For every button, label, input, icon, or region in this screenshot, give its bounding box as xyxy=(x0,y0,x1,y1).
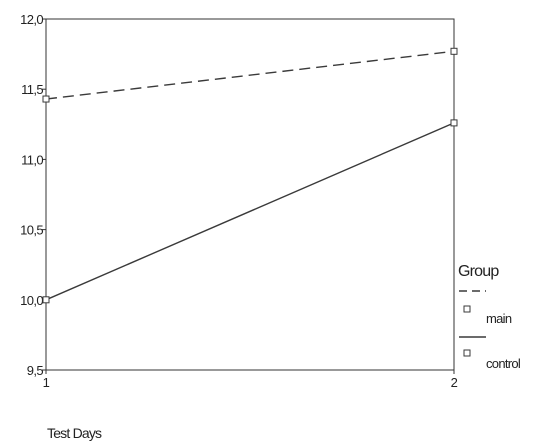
series-line-main xyxy=(45,50,455,100)
data-point-main xyxy=(450,47,458,55)
x-axis-label: Test Days xyxy=(47,425,102,441)
legend-label-main: main xyxy=(486,311,512,326)
legend-title: Group xyxy=(458,263,499,280)
data-point-control xyxy=(450,119,458,127)
x-tick-label: 2 xyxy=(451,375,458,390)
y-tick-label: 10,0 xyxy=(20,293,43,308)
legend-label-control: control xyxy=(486,356,521,371)
series-line-control xyxy=(45,122,455,301)
y-tick-label: 11,5 xyxy=(21,82,43,97)
y-tick-label: 9,5 xyxy=(27,363,44,378)
series-layer xyxy=(42,47,458,304)
data-point-control xyxy=(42,296,50,304)
plot-frame xyxy=(45,18,455,371)
legend: Group main control xyxy=(458,263,522,371)
y-axis: 9,5 10,0 10,5 11,0 11,5 12,0 xyxy=(20,12,46,378)
x-tick-label: 1 xyxy=(43,375,50,390)
legend-marker-control xyxy=(463,349,471,357)
y-tick-label: 12,0 xyxy=(20,12,43,27)
y-tick-label: 10,5 xyxy=(20,223,43,238)
data-point-main xyxy=(42,95,50,103)
y-tick-label: 11,0 xyxy=(21,152,43,167)
legend-marker-main xyxy=(463,305,471,313)
